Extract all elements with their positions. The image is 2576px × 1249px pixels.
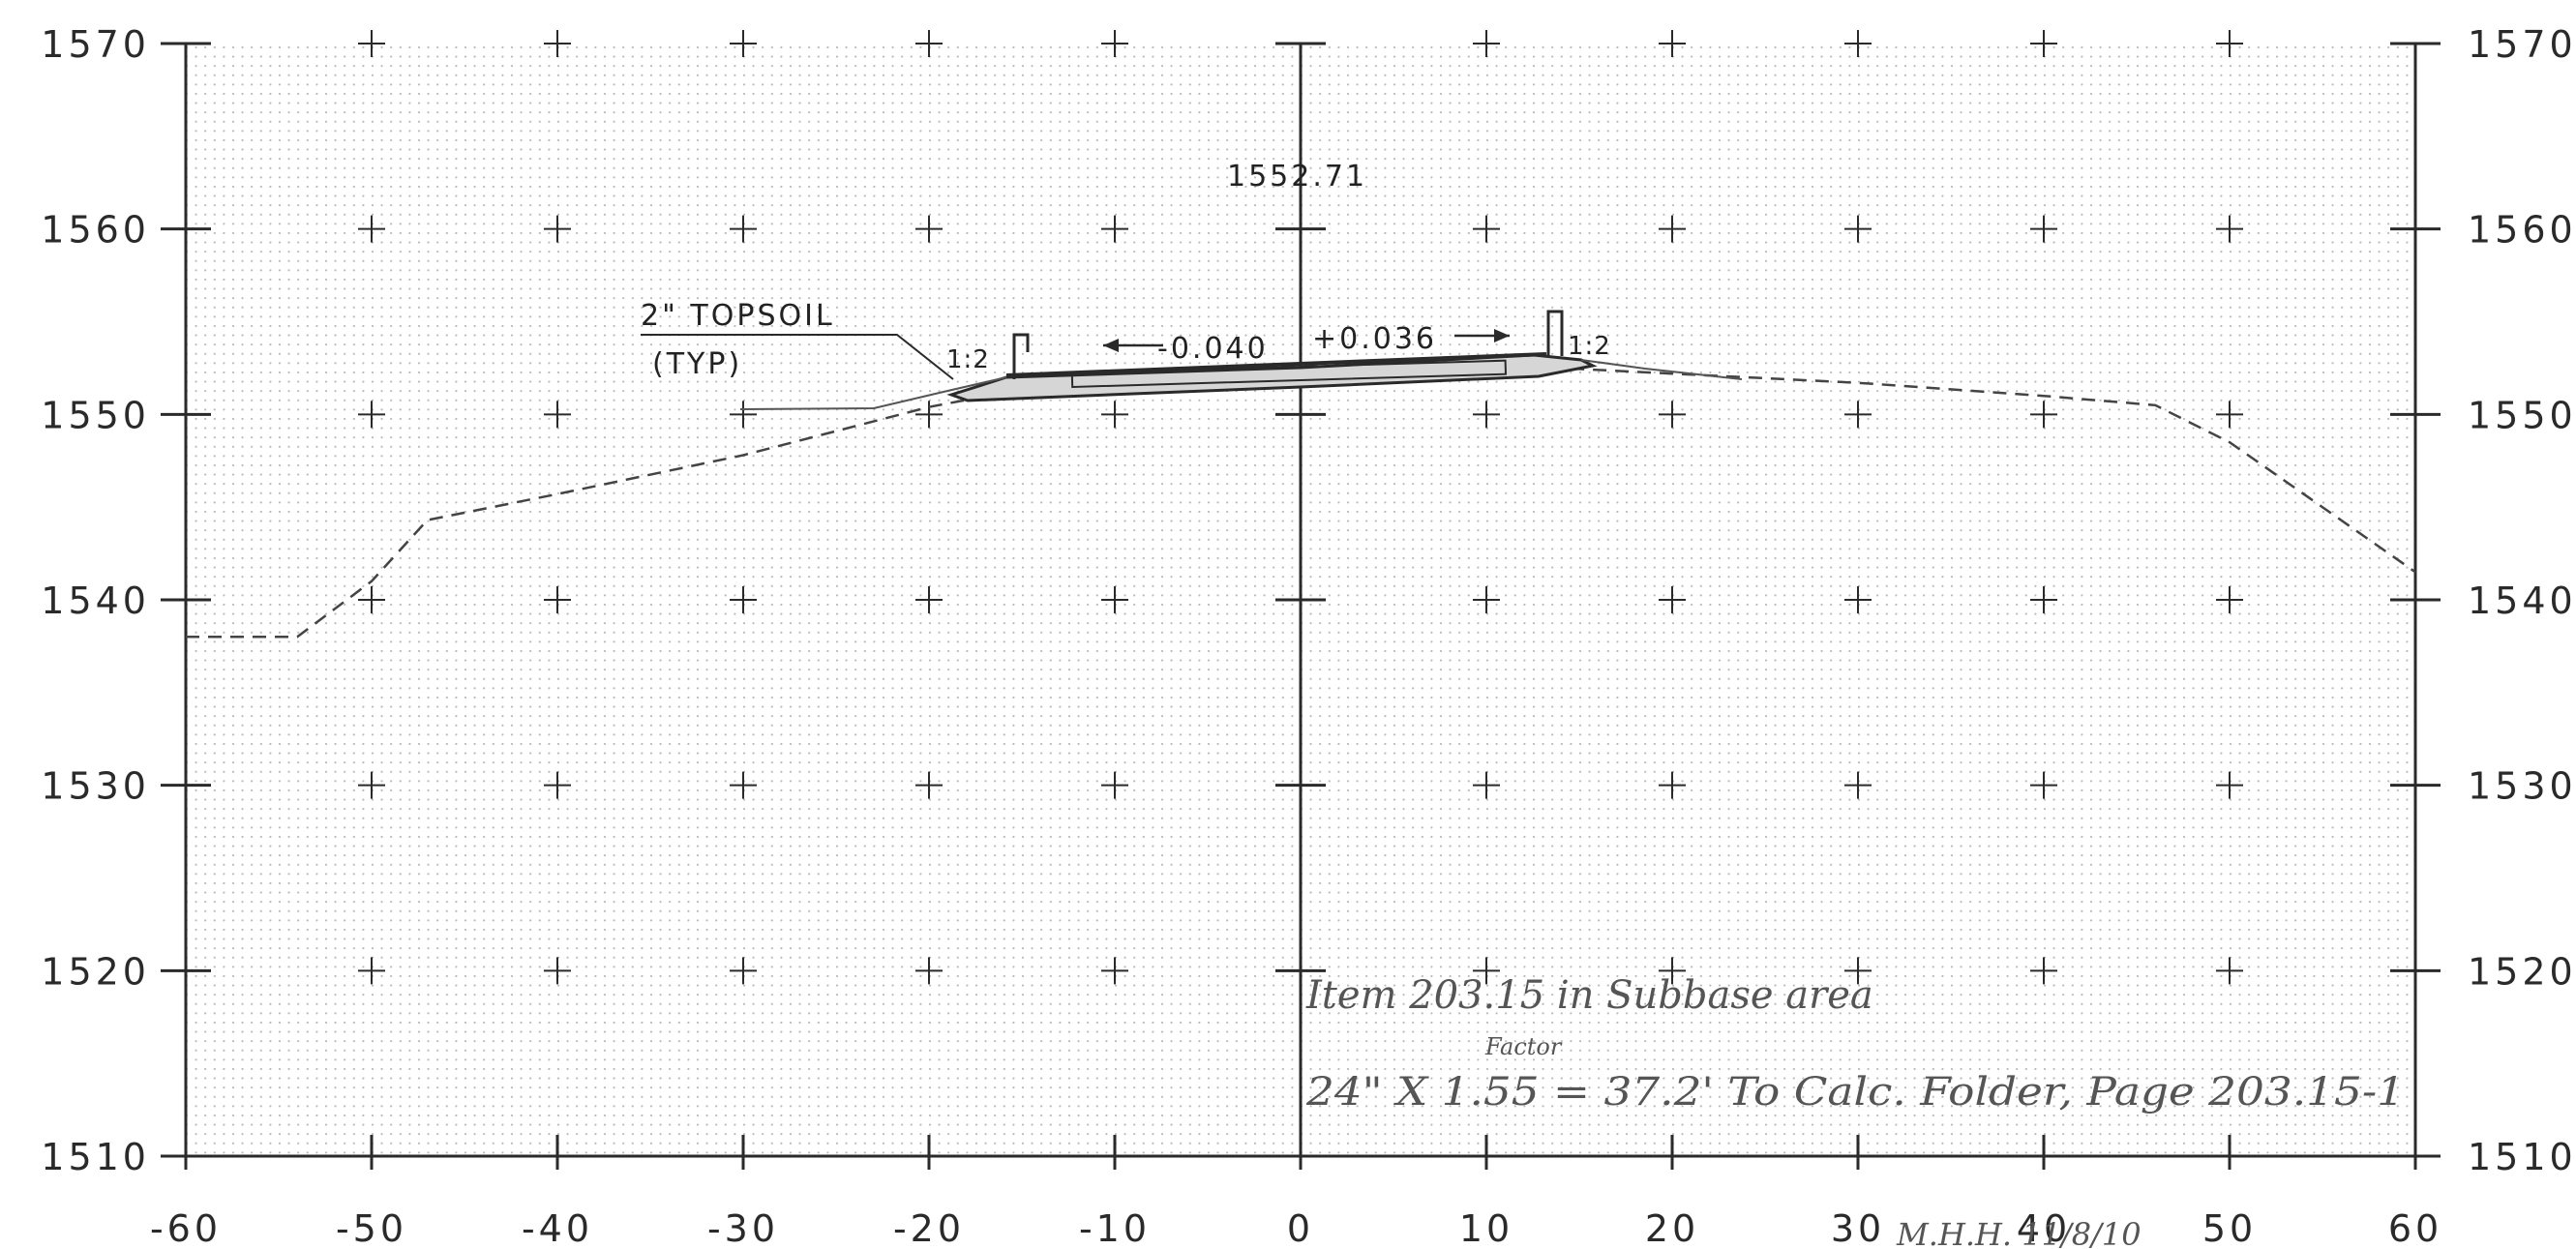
subbase-strip — [1070, 359, 1508, 389]
slope-left-label: -0.040 — [1157, 332, 1269, 366]
y-tick-label-right: 1520 — [2468, 950, 2576, 993]
y-tick-label-left: 1550 — [41, 394, 150, 436]
y-tick-label-left: 1540 — [41, 580, 150, 622]
x-tick-label: 10 — [1459, 1207, 1513, 1249]
proposed-section — [739, 310, 1743, 410]
handwritten-note-line1: Item 203.15 in Subbase area — [1305, 973, 1873, 1018]
x-tick-label: -50 — [336, 1207, 407, 1249]
topsoil-note-typ: (TYP) — [652, 347, 742, 381]
profile-grade-elevation: 1552.71 — [1227, 160, 1367, 193]
x-tick-label: 30 — [1831, 1207, 1885, 1249]
handwritten-factor: Factor — [1484, 1033, 1563, 1060]
y-tick-label-right: 1570 — [2468, 23, 2576, 66]
slope-right-arrow — [1454, 329, 1510, 342]
right-curb-marker — [1546, 310, 1564, 356]
topsoil-left-line — [739, 376, 1007, 410]
y-tick-label-left: 1520 — [41, 950, 150, 993]
x-tick-label: -40 — [522, 1207, 593, 1249]
y-tick-label-right: 1530 — [2468, 765, 2576, 808]
handwritten-note-line2: 24" X 1.55 = 37.2' To Calc. Folder, Page… — [1305, 1070, 2405, 1115]
side-slope-right-label: 1:2 — [1568, 332, 1611, 361]
side-slope-left-label: 1:2 — [946, 345, 990, 374]
x-tick-label: -20 — [893, 1207, 965, 1249]
left-curb-marker — [1012, 333, 1030, 379]
existing-ground-line — [186, 363, 2416, 639]
x-tick-label: 20 — [1645, 1207, 1699, 1249]
y-axis-labels-right: 1570 1560 1550 1540 1530 1520 1510 — [2468, 23, 2576, 1178]
x-axis-labels: -60 -50 -40 -30 -20 -10 0 10 20 30 40 50 60 — [150, 1207, 2442, 1249]
y-axis-labels-left: 1570 1560 1550 1540 1530 1520 1510 — [41, 23, 150, 1178]
roadway-pavement — [946, 353, 1598, 402]
topsoil-right-line — [1580, 359, 1743, 380]
slope-left-arrow — [1103, 339, 1163, 352]
topsoil-leader-line — [641, 334, 954, 380]
slope-right-label: +0.036 — [1312, 322, 1437, 356]
y-tick-label-left: 1560 — [41, 209, 150, 252]
x-tick-label: -30 — [707, 1207, 779, 1249]
grid-crosses — [358, 30, 2243, 985]
edge-ticks — [161, 42, 2441, 1170]
x-tick-label: -10 — [1079, 1207, 1151, 1249]
y-tick-label-right: 1510 — [2468, 1136, 2576, 1178]
x-tick-label: 60 — [2388, 1207, 2442, 1249]
y-tick-label-right: 1560 — [2468, 209, 2576, 252]
y-tick-label-left: 1510 — [41, 1136, 150, 1178]
y-tick-label-right: 1550 — [2468, 394, 2576, 436]
x-tick-label: 50 — [2202, 1207, 2257, 1249]
topsoil-note: 2" TOPSOIL — [641, 299, 835, 333]
y-tick-label-left: 1570 — [41, 23, 150, 66]
x-tick-label: -60 — [150, 1207, 222, 1249]
x-tick-label: 0 — [1287, 1207, 1314, 1249]
handwritten-initials: M.H.H. 11/8/10 — [1896, 1216, 2142, 1249]
y-tick-label-left: 1530 — [41, 765, 150, 808]
x-tick-label: 40 — [2017, 1207, 2071, 1249]
y-tick-label-right: 1540 — [2468, 580, 2576, 622]
